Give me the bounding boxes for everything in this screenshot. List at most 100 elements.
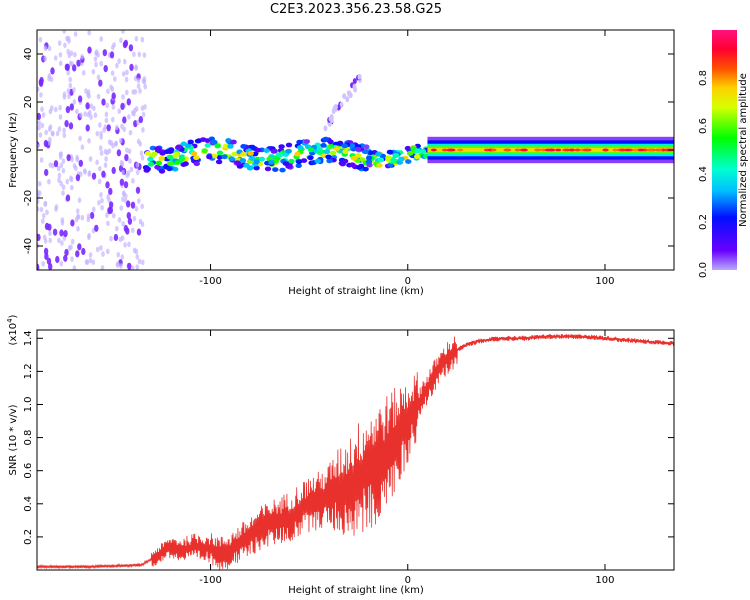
noise-cell [123,39,129,47]
noise-cell [138,116,143,124]
xtick-label: 100 [595,575,614,586]
band-hotspot [457,148,464,152]
noise-cell [65,194,71,202]
noise-cell [141,78,146,84]
ytick-label: 40 [23,48,34,61]
noise-cell [119,37,123,44]
noise-cell [91,69,96,75]
noise-cell [84,88,88,94]
noise-cell [61,158,66,164]
noise-cell [141,111,146,118]
noise-cell [111,92,116,100]
noise-cell [115,225,119,232]
noise-cell [37,125,41,131]
snr-multiplier: (x104) [6,314,19,345]
noise-cell [66,154,71,162]
noise-cell [127,262,132,270]
noise-cell [106,88,110,95]
noise-cell [59,229,64,237]
noise-cell [115,62,119,69]
noise-cell [110,86,115,92]
noise-cell [91,259,96,266]
ytick-label: 0.4 [23,496,34,512]
noise-cell [119,263,123,269]
noise-cell [81,70,86,76]
noise-cell [134,248,139,255]
noise-cell [70,184,74,191]
noise-cell [94,224,99,232]
noise-cell [38,132,43,138]
colorbar-tick-label: 0.8 [698,70,709,86]
signal-cell [414,148,421,154]
signal-cell [151,151,158,157]
signal-cell [231,151,238,157]
ytick-label: 1.2 [23,363,34,379]
noise-cell [100,265,105,270]
noise-cell [83,111,87,117]
noise-cell [67,93,71,100]
noise-cell [121,71,126,77]
noise-cell [76,208,80,214]
noise-cell [41,112,46,118]
noise-cell [99,134,103,140]
noise-cell [117,58,121,64]
noise-cell [136,228,142,236]
noise-cell [62,127,66,134]
noise-cell [72,64,77,72]
noise-cell [117,108,121,114]
signal-cell [376,163,383,168]
noise-cell [38,181,42,187]
noise-cell [68,76,72,83]
signal-cell [264,166,272,172]
ytick-label: 0.6 [23,463,34,479]
noise-cell [89,114,93,120]
noise-cell [135,186,141,194]
noise-cell [134,36,139,42]
noise-cell [126,98,131,106]
noise-cell [43,55,47,62]
noise-cell [41,218,45,224]
ytick-label: 0.8 [23,430,34,446]
noise-cell [93,56,98,62]
noise-cell [64,248,69,257]
noise-cell [57,237,61,244]
noise-cell [130,265,135,270]
streak-cell [339,101,344,108]
noise-cell [123,242,127,248]
noise-cell [97,200,101,206]
noise-cell [59,180,63,187]
band-hotspot [612,148,619,152]
noise-cell [101,251,105,257]
signal-cell [182,161,189,167]
noise-cell [121,221,125,227]
noise-cell [37,120,42,126]
signal-cell [225,138,232,143]
signal-cell [234,160,241,166]
signal-cell [330,150,337,156]
noise-cell [96,93,101,100]
signal-cell [285,142,293,148]
noise-cell [73,51,77,58]
noise-cell [118,236,123,243]
noise-cell [134,206,139,212]
noise-cell [39,157,44,163]
noise-cell [60,220,65,226]
noise-cell [125,172,130,179]
noise-cell [119,178,125,186]
signal-cell [348,143,356,149]
signal-cell [174,160,181,166]
noise-cell [41,261,45,267]
streak-cell [352,78,357,85]
noise-cell [83,169,87,175]
noise-cell [37,86,40,93]
spectrogram-xlabel: Height of straight line (km) [288,286,424,297]
noise-cell [47,178,51,185]
signal-cell [211,139,218,145]
spectrogram-ticks: -100 0 100 -40 -20 0 20 40 [23,30,674,287]
noise-cell [59,162,64,169]
noise-cell [88,252,93,258]
noise-cell [124,154,129,162]
noise-cell [39,206,44,213]
noise-cell [122,116,127,124]
noise-cell [47,75,51,82]
